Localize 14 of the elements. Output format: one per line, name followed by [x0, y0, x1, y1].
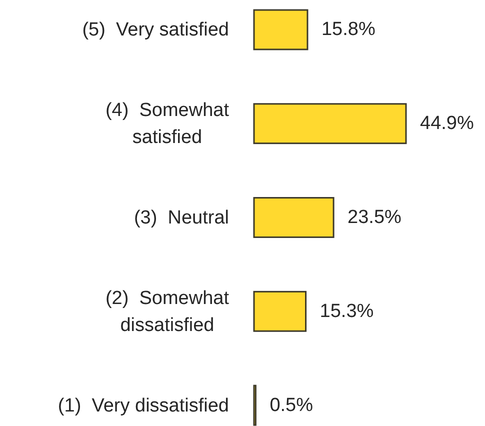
data-label: 15.8% — [321, 19, 376, 40]
data-label: 23.5% — [348, 207, 402, 228]
y-tick-label: (2) Somewhat dissatisfied — [105, 287, 230, 336]
y-tick-label: (5) Very satisfied — [82, 19, 229, 40]
bar — [253, 9, 308, 50]
y-tick-label: (1) Very dissatisfied — [58, 394, 230, 416]
data-label: 15.3% — [320, 300, 374, 322]
y-tick-label: (4) Somewhat satisfied — [105, 100, 230, 148]
bar — [253, 103, 407, 144]
bar — [253, 197, 334, 238]
y-tick-label: (3) Neutral — [134, 207, 229, 228]
data-label: 44.9% — [420, 113, 474, 134]
data-label: 0.5% — [270, 394, 314, 416]
bar — [253, 290, 307, 332]
